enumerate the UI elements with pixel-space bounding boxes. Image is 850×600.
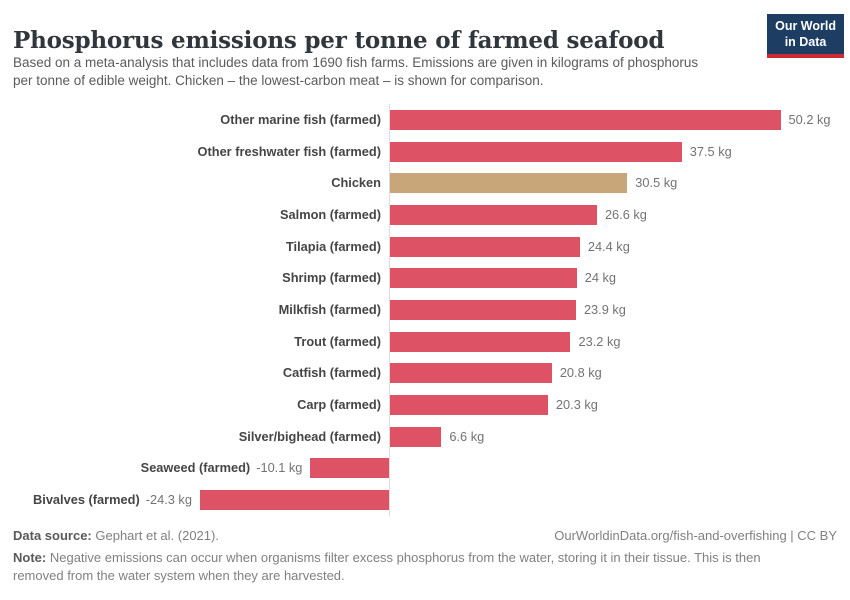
category-label: Catfish (farmed) bbox=[282, 365, 381, 381]
owid-logo-line2: in Data bbox=[784, 34, 827, 49]
chart-row: Catfish (farmed) 20.8 kg bbox=[13, 363, 837, 384]
category-label: Other freshwater fish (farmed) bbox=[197, 143, 381, 159]
category-label: Carp (farmed) bbox=[297, 396, 381, 412]
value-label: -10.1 kg bbox=[256, 460, 303, 476]
bar bbox=[390, 110, 781, 130]
bar bbox=[199, 489, 389, 510]
category-label: Bivalves (farmed) bbox=[33, 491, 140, 507]
data-source: Data source: Gephart et al. (2021). bbox=[13, 528, 219, 543]
value-label: 26.6 kg bbox=[604, 206, 647, 222]
category-label: Shrimp (farmed) bbox=[282, 270, 381, 286]
category-label: Tilapia (farmed) bbox=[285, 238, 381, 254]
page-title: Phosphorus emissions per tonne of farmed… bbox=[13, 27, 665, 55]
owid-logo-line1: Our World bbox=[775, 19, 836, 33]
chart-row: Silver/bighead (farmed) 6.6 kg bbox=[13, 426, 837, 447]
value-label: 30.5 kg bbox=[635, 175, 678, 191]
bar bbox=[390, 268, 577, 289]
bar bbox=[390, 394, 548, 415]
category-and-value: Bivalves (farmed) -24.3 kg bbox=[33, 490, 192, 510]
value-label: 37.5 kg bbox=[689, 143, 732, 159]
chart-footer: Data source: Gephart et al. (2021). OurW… bbox=[13, 528, 837, 585]
category-label: Other marine fish (farmed) bbox=[220, 112, 381, 127]
bar bbox=[310, 458, 389, 479]
footnote: Note: Negative emissions can occur when … bbox=[13, 549, 813, 585]
bar bbox=[390, 236, 580, 257]
bar bbox=[390, 331, 571, 352]
value-label: 6.6 kg bbox=[449, 428, 485, 444]
chart-row: Milkfish (farmed) 23.9 kg bbox=[13, 299, 837, 320]
data-source-label: Data source: bbox=[13, 528, 92, 543]
chart-subtitle: Based on a meta-analysis that includes d… bbox=[13, 55, 699, 88]
chart-row: Bivalves (farmed) -24.3 kg bbox=[13, 489, 837, 510]
zero-axis-line bbox=[389, 104, 390, 516]
footnote-label: Note: bbox=[13, 550, 47, 565]
category-label: Seaweed (farmed) bbox=[140, 460, 251, 476]
category-and-value: Seaweed (farmed) -10.1 kg bbox=[141, 458, 303, 478]
bar bbox=[390, 141, 682, 162]
footnote-text: Negative emissions can occur when organi… bbox=[13, 550, 761, 583]
category-label: Chicken bbox=[331, 175, 381, 191]
chart-row: Other marine fish (farmed) 50.2 kg bbox=[13, 110, 837, 130]
category-label: Milkfish (farmed) bbox=[278, 301, 381, 317]
chart-row: Salmon (farmed) 26.6 kg bbox=[13, 204, 837, 225]
chart-row: Tilapia (farmed) 24.4 kg bbox=[13, 236, 837, 257]
bar bbox=[390, 426, 442, 447]
value-label: -24.3 kg bbox=[145, 491, 192, 507]
owid-logo: Our World in Data bbox=[767, 14, 844, 59]
chart-row: Trout (farmed) 23.2 kg bbox=[13, 331, 837, 352]
value-label: 20.8 kg bbox=[559, 365, 602, 381]
value-label: 23.9 kg bbox=[583, 301, 626, 317]
value-label: 24.4 kg bbox=[587, 238, 630, 254]
credit-link: OurWorldinData.org/fish-and-overfishing … bbox=[554, 528, 837, 543]
bar bbox=[390, 363, 552, 384]
chart-row: Shrimp (farmed) 24 kg bbox=[13, 268, 837, 289]
value-label: 50.2 kg bbox=[788, 112, 831, 127]
bar-chart: Other marine fish (farmed) 50.2 kg Other f… bbox=[13, 104, 837, 518]
value-label: 20.3 kg bbox=[555, 396, 598, 412]
footer-source-row: Data source: Gephart et al. (2021). OurW… bbox=[13, 528, 837, 543]
chart-row: Carp (farmed) 20.3 kg bbox=[13, 394, 837, 415]
value-label: 23.2 kg bbox=[578, 333, 621, 349]
value-label: 24 kg bbox=[584, 270, 617, 286]
data-source-value: Gephart et al. (2021). bbox=[95, 528, 219, 543]
bar bbox=[390, 299, 576, 320]
category-label: Trout (farmed) bbox=[294, 333, 381, 349]
bar bbox=[390, 204, 597, 225]
category-label: Silver/bighead (farmed) bbox=[238, 428, 381, 444]
chart-row: Chicken 30.5 kg bbox=[13, 173, 837, 194]
bar bbox=[390, 173, 628, 194]
category-label: Salmon (farmed) bbox=[280, 206, 381, 222]
chart-row: Seaweed (farmed) -10.1 kg bbox=[13, 458, 837, 479]
chart-row: Other freshwater fish (farmed) 37.5 kg bbox=[13, 141, 837, 162]
